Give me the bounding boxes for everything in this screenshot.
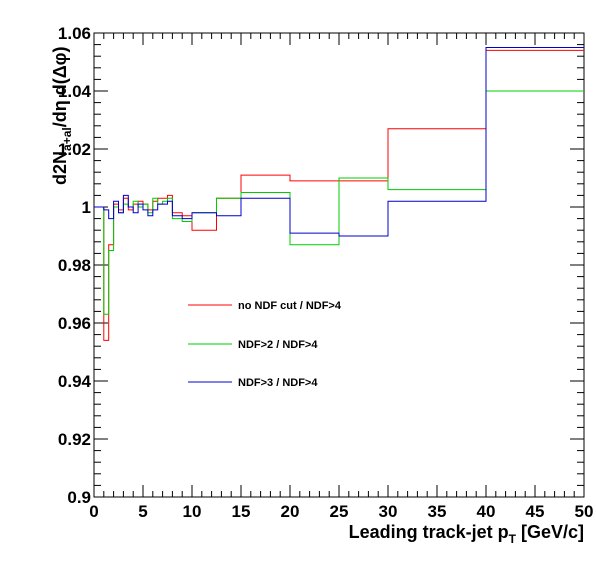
x-tick-label: 5: [138, 502, 147, 521]
x-tick-label: 35: [428, 502, 447, 521]
x-tick-label: 45: [526, 502, 545, 521]
legend: no NDF cut / NDF>4 NDF>2 / NDF>4 NDF>3 / N…: [188, 300, 342, 389]
x-tick-label: 15: [232, 502, 251, 521]
plot-frame: [93, 32, 585, 498]
legend-label-3: NDF>3 / NDF>4: [238, 377, 318, 389]
x-tick-label: 40: [477, 502, 496, 521]
legend-label-1: no NDF cut / NDF>4: [238, 300, 342, 312]
x-axis-title: Leading track-jet pT [GeV/c]: [349, 522, 584, 546]
y-tick-label: 0.9: [67, 488, 91, 507]
y-tick-label: 0.92: [58, 430, 91, 449]
x-tick-label: 0: [89, 502, 98, 521]
y-tick-label: 1.04: [58, 82, 92, 101]
y-tick-label: 0.96: [58, 314, 91, 333]
x-tick-label: 10: [183, 502, 202, 521]
y-axis-title: d2Na+al/dη d(Δφ): [50, 46, 74, 185]
y-tick-label: 1.02: [58, 140, 91, 159]
y-tick-label: 0.98: [58, 256, 91, 275]
series-lines: [94, 47, 584, 341]
y-tick-label: 0.94: [58, 372, 92, 391]
x-tick-label: 25: [330, 502, 349, 521]
x-tick-label: 30: [379, 502, 398, 521]
x-tick-label: 50: [575, 502, 594, 521]
y-tick-label: 1.06: [58, 24, 91, 43]
series-line-3: [94, 47, 584, 237]
x-tick-label: 20: [281, 502, 300, 521]
axis-ticks: [93, 32, 585, 498]
legend-label-2: NDF>2 / NDF>4: [238, 339, 318, 351]
y-tick-label: 1: [82, 198, 91, 217]
axis-tick-labels: 0 5 10 15 20 25 30 35 40 45 50 0.9 0.92 0.94 0.96 0.98 1…: [58, 24, 594, 521]
